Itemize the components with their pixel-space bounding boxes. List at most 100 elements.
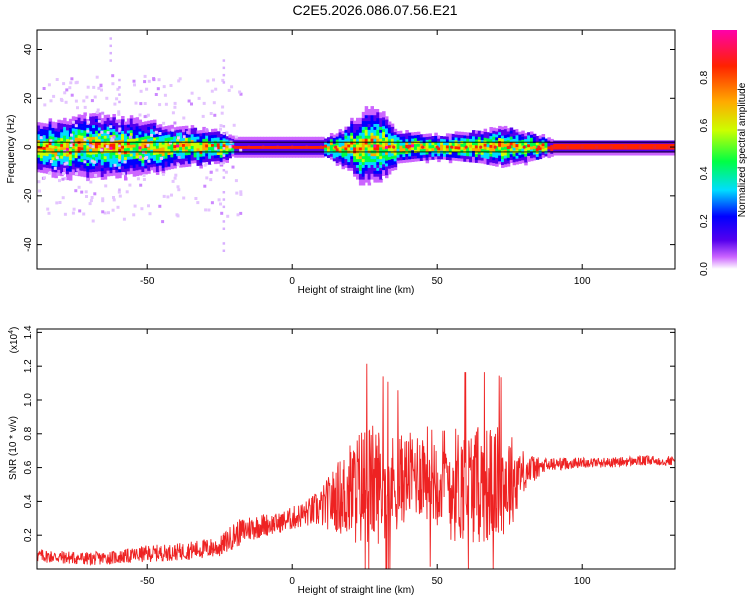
spectrogram-cell (495, 134, 499, 138)
spectrogram-cell (396, 131, 401, 135)
spectrogram-speck (212, 101, 216, 105)
spectrogram-cell (42, 134, 47, 139)
spectrogram-cell (390, 167, 395, 171)
spectrogram-cell (373, 109, 377, 113)
spectrogram-cell (329, 153, 334, 157)
spectrogram-cell (341, 136, 345, 140)
spectrogram-cell (385, 119, 389, 123)
spectrogram-cell (593, 152, 598, 156)
spectrogram-cell (619, 146, 624, 150)
spectrogram-cell (71, 166, 76, 170)
spectrogram-cell (115, 134, 119, 138)
spectrogram-cell (451, 139, 456, 143)
spectrogram-cell (112, 128, 116, 132)
spectrogram-cell (86, 136, 90, 140)
spectrogram-cell (187, 145, 192, 150)
spectrogram-cell (332, 143, 337, 147)
spectrogram-cell (216, 160, 221, 164)
spectrogram-cell (387, 162, 392, 166)
spectrogram-cell (501, 144, 505, 148)
spectrogram-cell (399, 148, 403, 152)
spectrogram-cell (170, 148, 174, 152)
spectrogram-cell (463, 158, 467, 162)
spectrogram-cell (634, 149, 638, 153)
spectrogram-cell (193, 154, 198, 158)
spectrogram-cell (277, 151, 282, 155)
spectrogram-cell (460, 149, 464, 153)
spectrogram-cell (66, 144, 70, 148)
spectrogram-cell (376, 114, 380, 119)
spectrogram-cell (286, 148, 290, 152)
spectrogram-cell (312, 136, 316, 141)
spectrogram-cell (405, 141, 409, 145)
spectrogram-cell (402, 139, 406, 143)
spectrogram-cell (92, 148, 96, 152)
spectrogram-cell (109, 161, 113, 165)
spectrogram-cell (376, 120, 380, 124)
spectrogram-cell (608, 152, 612, 156)
spectrogram-cell (382, 134, 386, 138)
spectrogram-cell (245, 154, 250, 158)
spectrogram-cell (440, 147, 444, 151)
spectrogram-cell (153, 166, 157, 170)
spectrogram-speck (91, 145, 95, 149)
spectrogram-cell (428, 156, 432, 161)
spectrogram-cell (390, 155, 395, 160)
spectrogram-speck (76, 168, 80, 172)
spectrogram-cell (358, 170, 363, 174)
spectrogram-cell (327, 154, 331, 158)
spectrogram-cell (274, 154, 279, 158)
spectrogram-cell (132, 167, 137, 171)
spectrogram-cell (126, 153, 131, 157)
spectrogram-cell (54, 136, 58, 141)
spectrogram-cell (390, 147, 395, 151)
spectrogram-cell (483, 157, 488, 162)
spectrogram-cell (115, 143, 119, 147)
spectrogram-speck (55, 156, 59, 160)
spectrogram-cell (167, 154, 171, 158)
spectrogram-cell (280, 151, 285, 155)
spectrogram-cell (106, 170, 111, 174)
spectrogram-cell (251, 136, 256, 141)
spectrogram-cell (216, 140, 221, 144)
spectrogram-speck (56, 172, 60, 176)
spectrogram-cell (45, 132, 50, 136)
spectrogram-cell (356, 141, 360, 145)
spectrogram-cell (216, 131, 221, 135)
spectrogram-cell (576, 143, 580, 147)
spectrogram-speck (177, 155, 181, 159)
spectrogram-cell (387, 144, 392, 149)
spectrogram-cell (486, 135, 490, 139)
spectrogram-cell (524, 141, 528, 145)
spectrogram-cell (501, 152, 505, 157)
spectrogram-cell (364, 117, 369, 122)
spectrogram-cell (347, 138, 351, 142)
spectrogram-cell (216, 154, 221, 158)
spectrogram-cell (121, 159, 125, 164)
spectrogram-cell (77, 126, 82, 130)
spectrogram-cell (518, 145, 522, 150)
spectrogram-cell (124, 145, 128, 149)
spectrogram-cell (538, 152, 543, 157)
spectrogram-cell (393, 161, 398, 165)
spectrogram-cell (347, 144, 351, 148)
spectrogram-cell (312, 142, 316, 146)
spectrogram-cell (495, 163, 499, 167)
spectrogram-cell (173, 144, 177, 148)
spectrogram-cell (193, 142, 198, 146)
spectrogram-speck (205, 128, 209, 132)
spectrogram-cell (124, 142, 128, 146)
spectrogram-cell (300, 139, 305, 143)
spectrogram-cell (428, 139, 432, 143)
spectrogram-cell (57, 154, 61, 159)
spectrogram-cell (376, 167, 380, 171)
spectrogram-cell (57, 119, 61, 123)
spectrogram-cell (83, 168, 87, 172)
spectrogram-cell (382, 137, 386, 141)
spectrogram-cell (184, 160, 189, 165)
spectrogram-cell (222, 155, 227, 159)
spectrogram-cell (97, 165, 102, 169)
spectrogram-cell (74, 137, 79, 141)
spectrogram-streak (222, 169, 226, 172)
spectrogram-cell (138, 119, 142, 123)
